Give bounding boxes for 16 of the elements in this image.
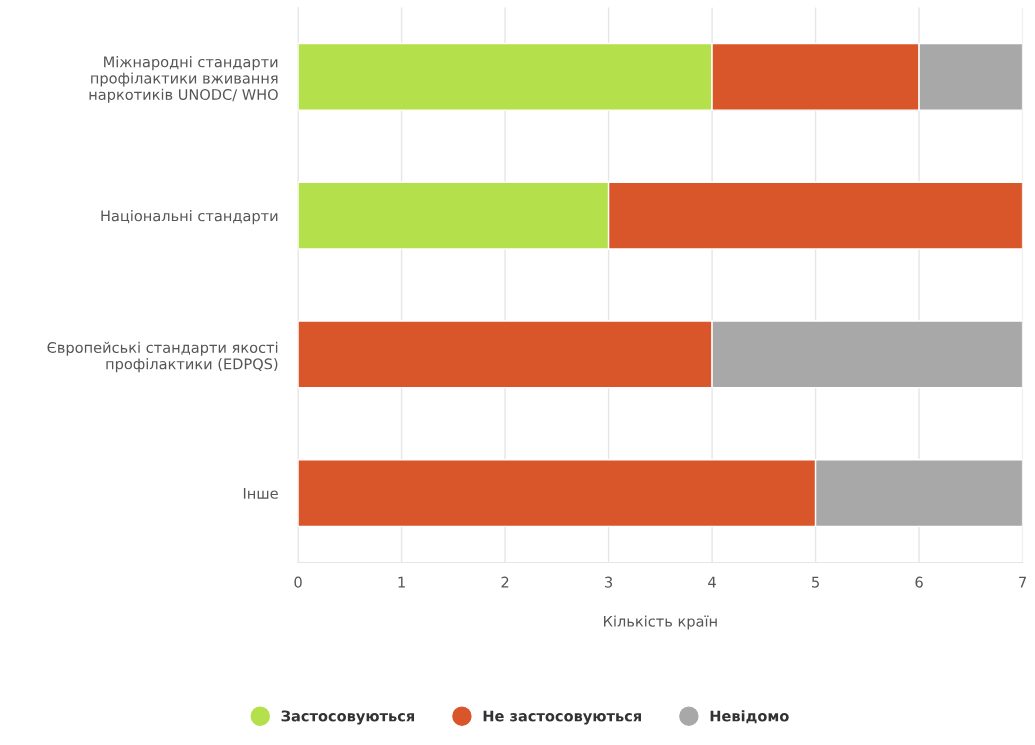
legend-label: Не застосовуються	[483, 710, 641, 725]
x-axis-title: Кількість країн	[604, 615, 717, 630]
x-tick-label: 0	[294, 576, 302, 588]
y-tick-label: Інше	[243, 488, 278, 499]
x-tick-label: 5	[812, 576, 819, 588]
x-tick-label: 2	[501, 576, 509, 588]
y-tick-label: Європейські стандарти якості профілактики (EDPQS)	[47, 341, 278, 373]
x-tick-label: 7	[1019, 576, 1026, 588]
legend-label: Застосовуються	[281, 710, 415, 725]
x-tick-label: 1	[398, 576, 405, 588]
x-tick-label: 4	[708, 576, 716, 588]
y-tick-label: Міжнародні стандарти профілактики вживання наркотиків UNODC/ WHO	[89, 56, 278, 103]
legend-label: Невідомо	[710, 710, 789, 724]
y-tick-label: Національні стандарти	[101, 210, 278, 225]
x-tick-label: 3	[605, 576, 613, 588]
x-tick-label: 6	[915, 576, 923, 588]
